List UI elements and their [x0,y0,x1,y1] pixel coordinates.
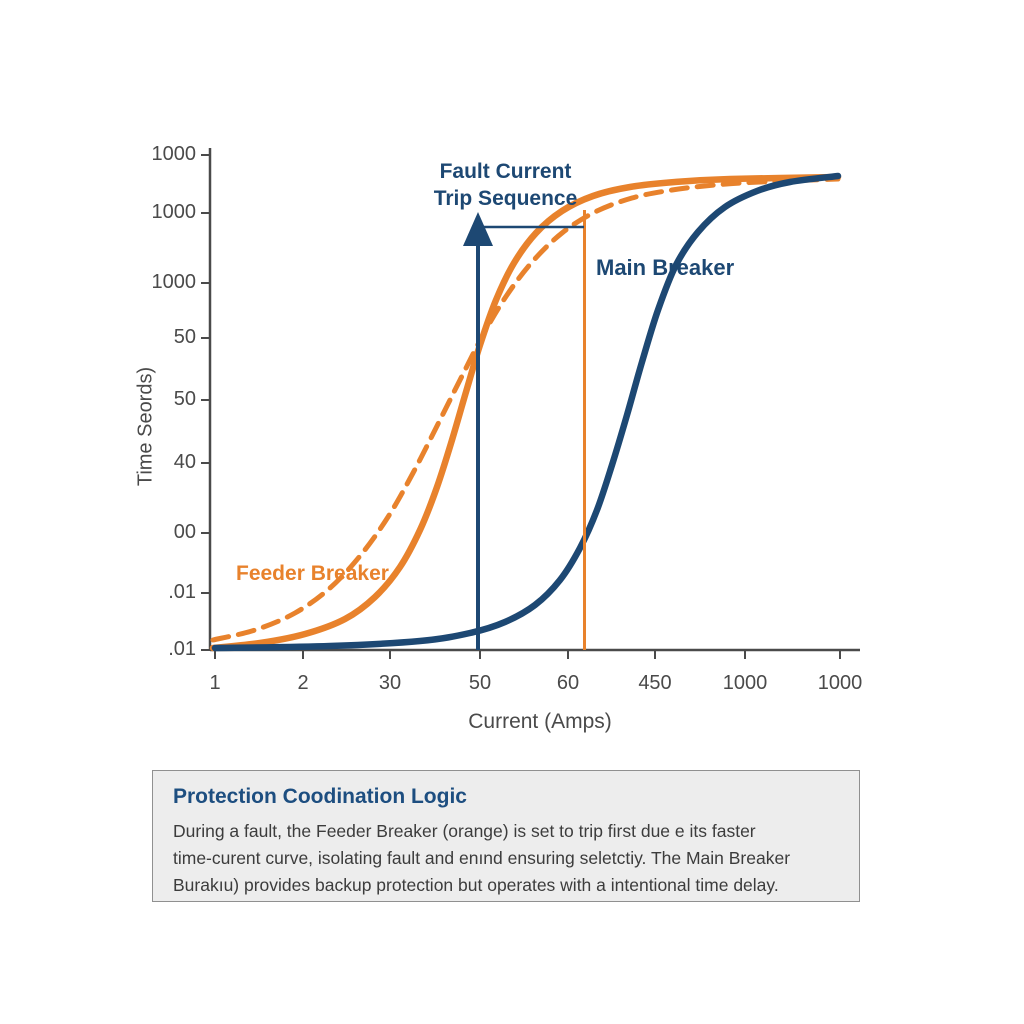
y-tick-label: 1000 [151,271,197,293]
x-tick-label: 1000 [722,672,768,694]
x-tick-label: 2 [297,672,309,694]
y-tick-label: .01 [168,638,196,660]
y-tick-label: 1000 [151,201,197,223]
y-axis-title: Time Seords) [134,366,157,487]
info-box-body: During a fault, the Feeder Breaker (oran… [173,818,839,899]
info-box-line: During a fault, the Feeder Breaker (oran… [173,821,756,841]
fault-current-arrow-head-icon [463,212,493,246]
main-breaker-curve [211,172,842,652]
y-tick-label: 50 [173,388,196,410]
feeder-breaker-curve [209,173,842,652]
info-box-line: Burakıu) provides backup protection but … [173,875,779,895]
main-breaker-label: Main Breaker [596,255,735,280]
x-tick-label: 1 [209,672,221,694]
y-tick-label: 1000 [151,143,197,165]
x-tick-label: 30 [378,672,402,694]
info-box-title: Protection Coodination Logic [173,785,467,808]
y-tick-label: 50 [173,326,196,348]
x-tick-label: 1000 [817,672,863,694]
fault-annotation-line2: Trip Sequence [433,187,578,210]
y-tick-label: 00 [173,521,196,543]
feeder-breaker-label: Feeder Breaker [236,562,389,585]
fault-annotation-line1: Fault Current [439,160,572,183]
x-tick-label: 60 [556,672,580,694]
fault-current-annotation: Fault Current Trip Sequence [413,158,598,212]
x-axis-title: Current (Amps) [468,710,612,733]
info-box-line: time-curent curve, isolating fault and e… [173,848,791,868]
x-tick-label: 450 [638,672,672,694]
y-tick-label: 40 [173,451,196,473]
x-tick-label: 50 [468,672,492,694]
protection-logic-info-box: Protection Coodination Logic During a fa… [152,770,860,902]
y-tick-label: .01 [168,581,196,603]
